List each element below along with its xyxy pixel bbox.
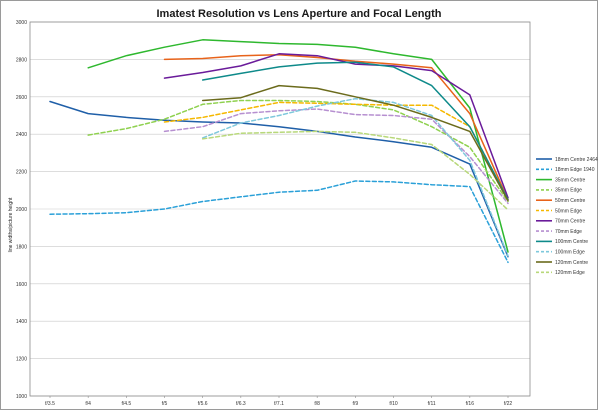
x-tick-label: f/3.5 xyxy=(45,401,55,407)
legend: 18mm Centre 2464 18mm Edge 1940 35mm Centr… xyxy=(536,157,598,276)
x-tick-label: f/5.6 xyxy=(198,401,208,407)
series-line xyxy=(201,97,509,257)
y-axis-label: line widths/picture height xyxy=(8,197,14,252)
series-line xyxy=(87,39,509,253)
series-line xyxy=(201,84,509,202)
x-tick-label: f/22 xyxy=(504,401,513,407)
y-tick-label: 1600 xyxy=(16,282,27,288)
legend-label: 18mm Edge 1940 xyxy=(555,167,595,173)
series-line xyxy=(49,100,509,258)
series-line xyxy=(201,130,509,211)
series-line xyxy=(163,108,509,205)
x-tick-label: f/11 xyxy=(428,401,436,407)
legend-label: 18mm Centre 2464 xyxy=(555,157,598,163)
legend-label: 120mm Centre xyxy=(555,260,588,266)
y-tick-label: 1200 xyxy=(16,357,27,363)
y-tick-label: 2200 xyxy=(16,170,27,176)
y-tick-label: 1800 xyxy=(16,244,27,250)
legend-label: 100mm Centre xyxy=(555,239,588,245)
x-tick-label: f/9 xyxy=(353,401,359,407)
x-tick-label: f/4.5 xyxy=(121,401,131,407)
axes: 1000 1200 1400 1600 1800 2000 2200 2400 2600 2800… xyxy=(16,20,531,407)
legend-label: 120mm Edge xyxy=(555,270,585,276)
x-tick-label: f/5 xyxy=(162,401,168,407)
plot-area xyxy=(29,21,531,397)
y-tick-label: 2600 xyxy=(16,95,27,101)
legend-label: 50mm Centre xyxy=(555,198,586,204)
y-tick-label: 1400 xyxy=(16,319,27,325)
y-tick-label: 3000 xyxy=(16,20,27,26)
grid-lines xyxy=(30,21,530,397)
legend-label: 100mm Edge xyxy=(555,250,585,256)
legend-label: 70mm Edge xyxy=(555,229,582,235)
y-tick-label: 2400 xyxy=(16,132,27,138)
series-line xyxy=(163,53,509,199)
series-line xyxy=(87,99,509,203)
series-line xyxy=(201,61,509,201)
x-tick-label: f/16 xyxy=(466,401,475,407)
legend-label: 50mm Edge xyxy=(555,208,582,214)
legend-label: 35mm Centre xyxy=(555,177,586,183)
legend-label: 70mm Centre xyxy=(555,219,586,225)
x-tick-label: f/8 xyxy=(314,401,320,407)
legend-label: 35mm Edge xyxy=(555,188,582,194)
chart-title: Imatest Resolution vs Lens Aperture and … xyxy=(156,8,442,20)
y-tick-label: 2800 xyxy=(16,57,27,63)
series-lines xyxy=(49,39,509,264)
y-tick-label: 1000 xyxy=(16,394,27,400)
series-line xyxy=(163,101,509,201)
x-tick-label: f/7.1 xyxy=(274,401,284,407)
x-tick-label: f/10 xyxy=(389,401,398,407)
x-tick-label: f/6.3 xyxy=(236,401,246,407)
series-line xyxy=(49,180,509,264)
x-tick-label: f/4 xyxy=(85,401,91,407)
y-tick-label: 2000 xyxy=(16,207,27,213)
